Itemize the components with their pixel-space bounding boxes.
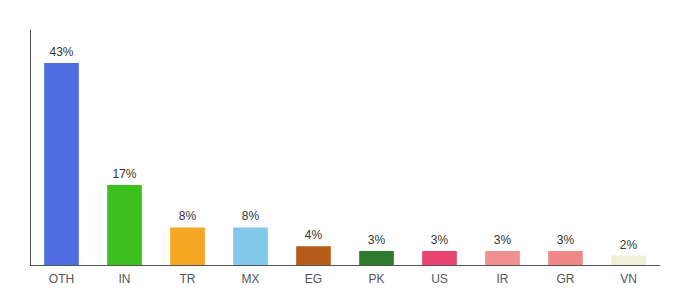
svg-text:43%: 43% <box>49 45 73 59</box>
svg-text:EG: EG <box>305 272 322 286</box>
svg-text:OTH: OTH <box>49 272 74 286</box>
svg-text:4%: 4% <box>305 228 323 242</box>
svg-text:3%: 3% <box>557 233 575 247</box>
svg-text:IN: IN <box>119 272 131 286</box>
svg-text:3%: 3% <box>494 233 512 247</box>
svg-text:3%: 3% <box>368 233 386 247</box>
svg-text:IR: IR <box>497 272 509 286</box>
svg-text:8%: 8% <box>242 209 260 223</box>
svg-text:2%: 2% <box>620 238 638 252</box>
svg-text:3%: 3% <box>431 233 449 247</box>
svg-text:TR: TR <box>180 272 196 286</box>
svg-text:VN: VN <box>620 272 637 286</box>
svg-text:8%: 8% <box>179 209 197 223</box>
svg-text:GR: GR <box>557 272 575 286</box>
svg-text:17%: 17% <box>112 167 136 181</box>
svg-text:MX: MX <box>242 272 260 286</box>
svg-text:PK: PK <box>368 272 384 286</box>
svg-text:US: US <box>431 272 448 286</box>
